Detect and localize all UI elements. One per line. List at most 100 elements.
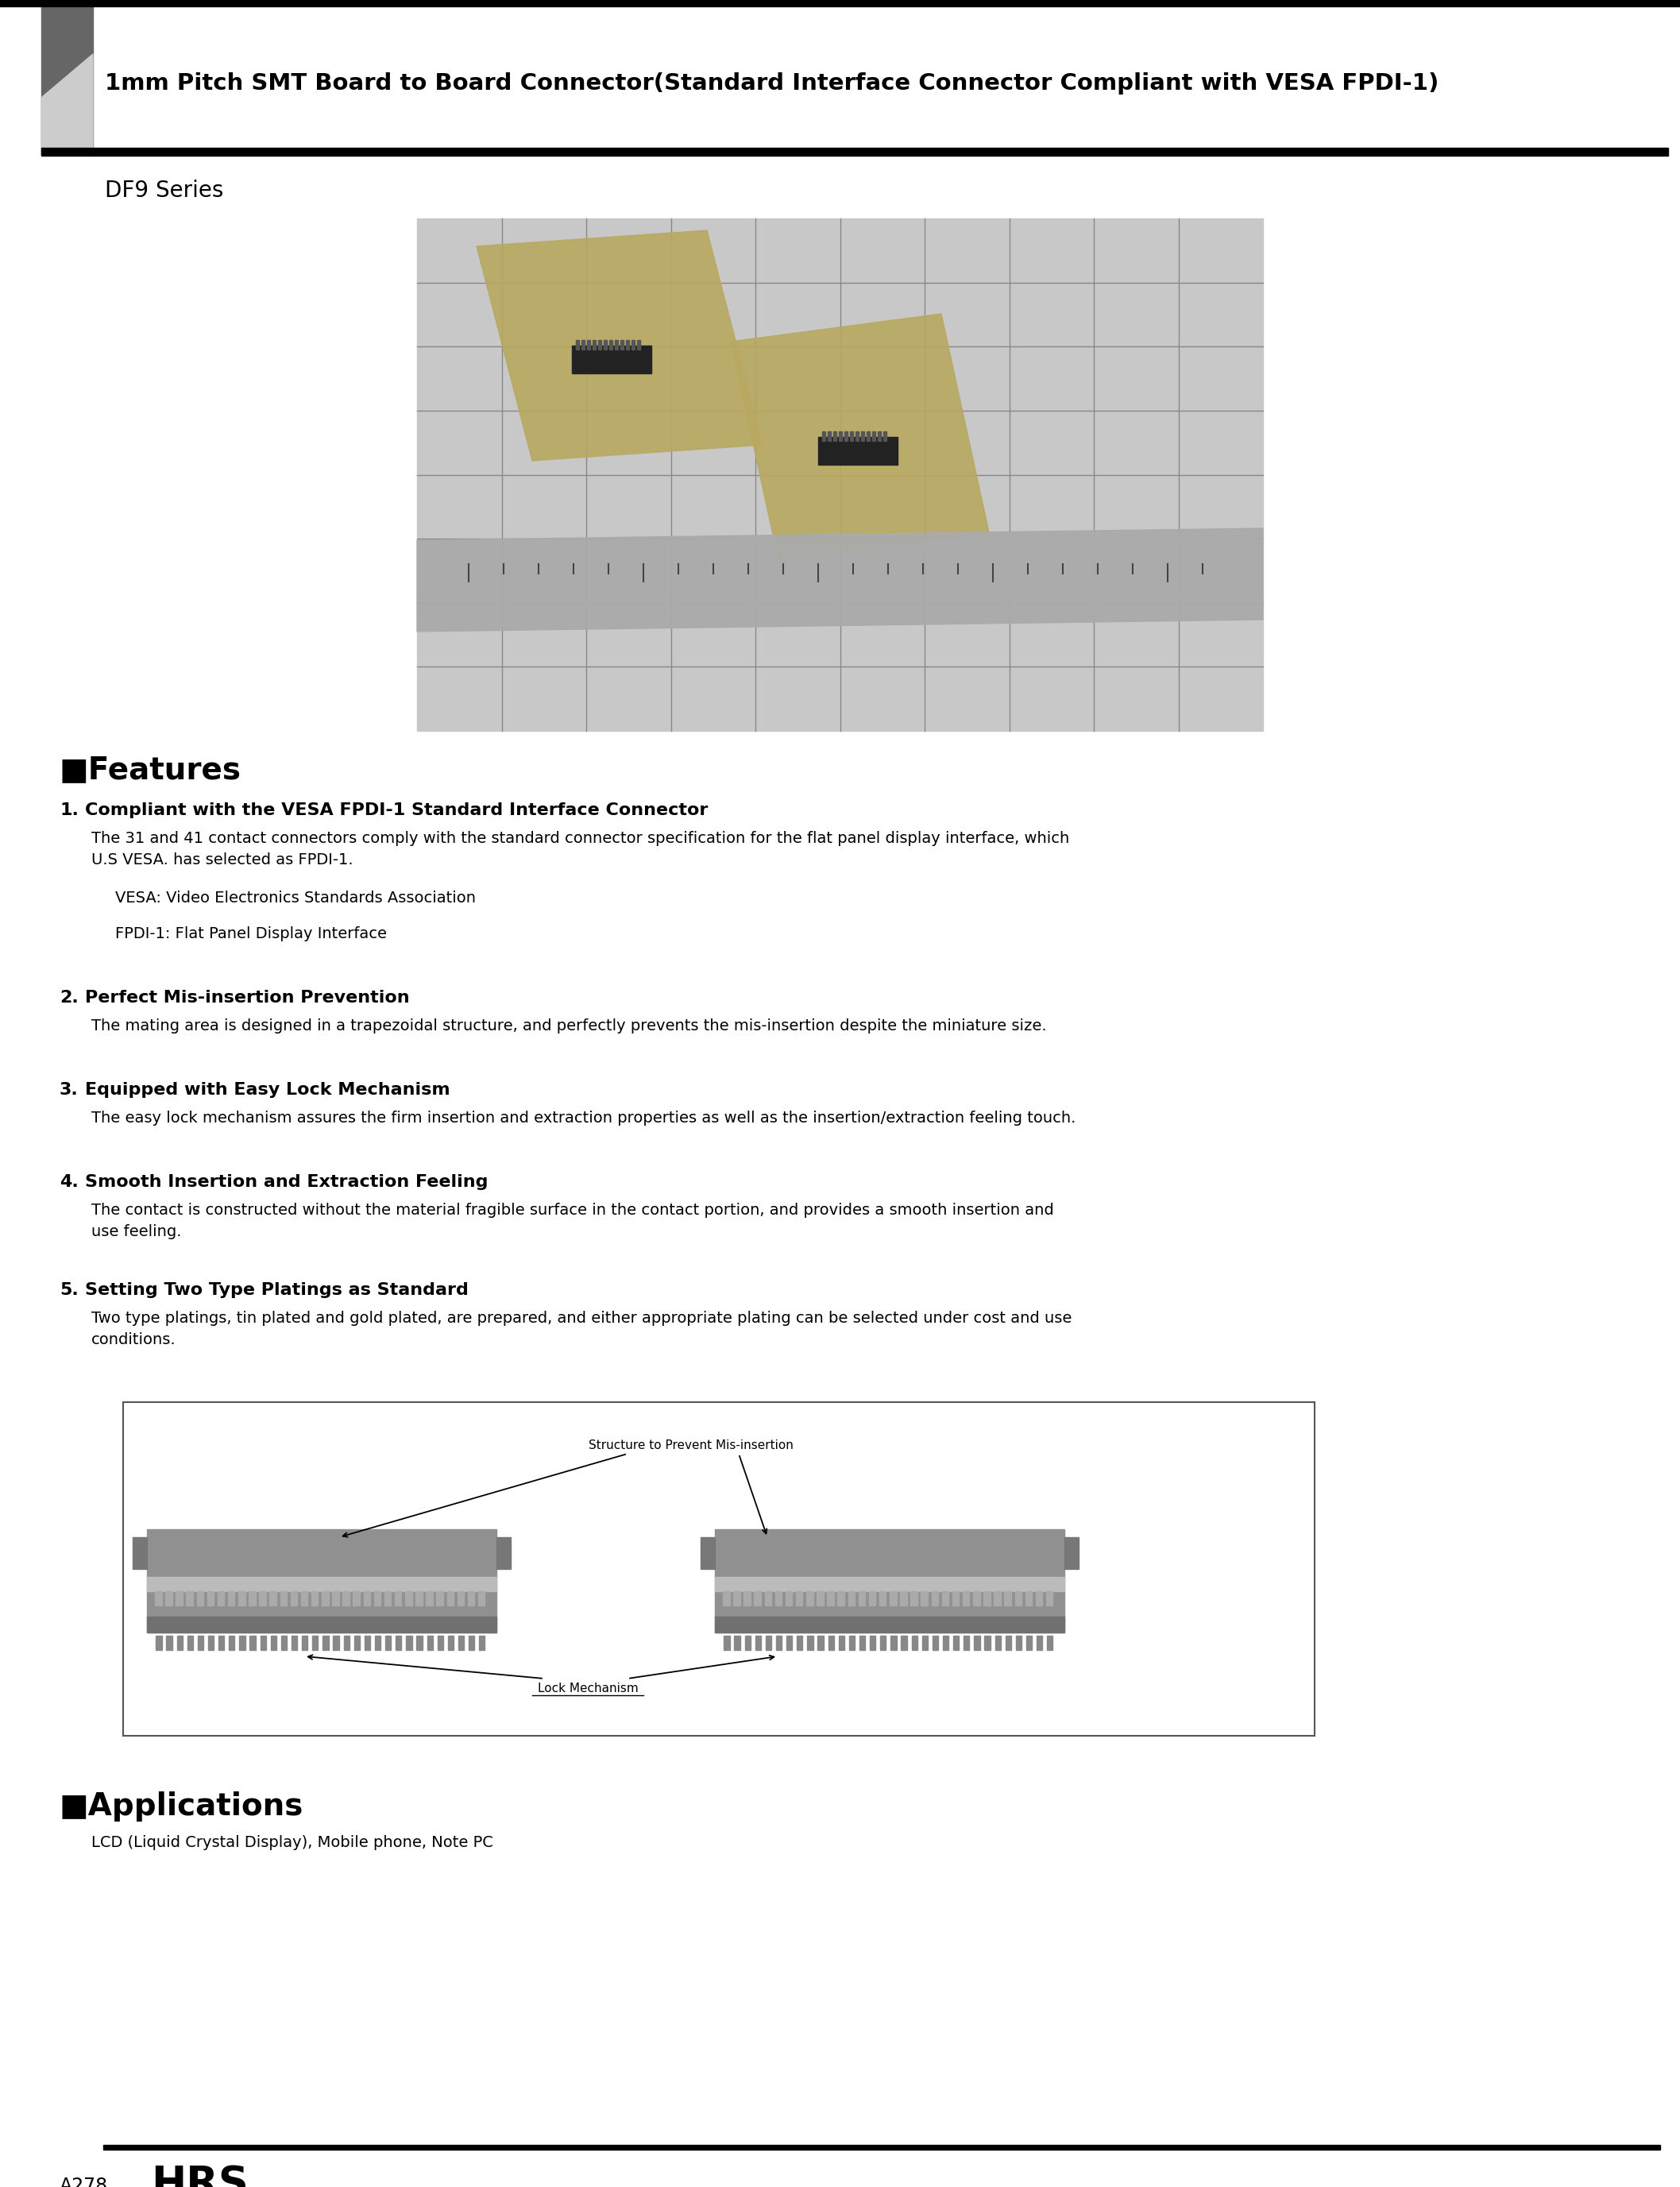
Bar: [269, 1592, 276, 1605]
Bar: [1047, 1636, 1053, 1649]
Bar: [344, 1636, 349, 1649]
Bar: [449, 1636, 454, 1649]
Bar: [415, 1592, 422, 1605]
Bar: [942, 1636, 949, 1649]
Bar: [637, 339, 640, 350]
Bar: [176, 1636, 183, 1649]
Bar: [576, 339, 580, 350]
Bar: [922, 1636, 927, 1649]
Bar: [818, 437, 897, 464]
Bar: [818, 1636, 823, 1649]
Bar: [716, 1529, 1065, 1632]
Text: VESA: Video Electronics Standards Association: VESA: Video Electronics Standards Associ…: [116, 890, 475, 905]
Text: 1mm Pitch SMT Board to Board Connector(Standard Interface Connector Compliant wi: 1mm Pitch SMT Board to Board Connector(S…: [104, 72, 1438, 94]
Bar: [855, 431, 858, 442]
Polygon shape: [731, 313, 990, 560]
Bar: [953, 1592, 959, 1605]
Bar: [953, 1636, 959, 1649]
Bar: [375, 1592, 381, 1605]
Bar: [281, 1636, 287, 1649]
Text: HRS: HRS: [151, 2163, 249, 2187]
Bar: [983, 1592, 990, 1605]
Bar: [42, 7, 92, 155]
Text: The easy lock mechanism assures the firm insertion and extraction properties as : The easy lock mechanism assures the firm…: [91, 1111, 1075, 1126]
Bar: [869, 1592, 875, 1605]
Bar: [396, 1636, 402, 1649]
Bar: [848, 1592, 855, 1605]
Text: LCD (Liquid Crystal Display), Mobile phone, Note PC: LCD (Liquid Crystal Display), Mobile pho…: [91, 1835, 494, 1850]
Bar: [754, 1592, 761, 1605]
Bar: [291, 1592, 297, 1605]
Bar: [921, 1592, 927, 1605]
Bar: [586, 339, 590, 350]
Bar: [884, 431, 887, 442]
Bar: [838, 431, 842, 442]
Bar: [786, 1636, 793, 1649]
Bar: [260, 1636, 265, 1649]
Bar: [995, 1592, 1001, 1605]
Bar: [632, 339, 635, 350]
Bar: [469, 1636, 474, 1649]
Bar: [407, 1636, 412, 1649]
Bar: [375, 1636, 381, 1649]
Bar: [385, 1636, 391, 1649]
Bar: [467, 1592, 474, 1605]
Bar: [166, 1636, 171, 1649]
Text: The mating area is designed in a trapezoidal structure, and perfectly prevents t: The mating area is designed in a trapezo…: [91, 1019, 1047, 1034]
Bar: [302, 1636, 307, 1649]
Bar: [186, 1636, 193, 1649]
Bar: [995, 1636, 1001, 1649]
Bar: [176, 1592, 183, 1605]
Polygon shape: [417, 529, 1263, 632]
Bar: [593, 339, 596, 350]
Bar: [259, 1592, 265, 1605]
Bar: [808, 1636, 813, 1649]
Bar: [417, 219, 1263, 730]
Bar: [848, 1636, 855, 1649]
Bar: [833, 431, 837, 442]
Bar: [354, 1636, 360, 1649]
Bar: [816, 1592, 823, 1605]
Bar: [838, 1636, 845, 1649]
Bar: [734, 1636, 739, 1649]
Bar: [785, 1592, 793, 1605]
Bar: [0, 0, 1680, 7]
Bar: [281, 1592, 287, 1605]
Bar: [186, 1592, 193, 1605]
Bar: [722, 1592, 729, 1605]
Bar: [724, 1636, 729, 1649]
Bar: [447, 1592, 454, 1605]
Bar: [208, 1636, 213, 1649]
Bar: [228, 1592, 235, 1605]
Bar: [207, 1592, 213, 1605]
Bar: [42, 149, 1668, 155]
Text: 4.: 4.: [59, 1174, 79, 1190]
Text: Equipped with Easy Lock Mechanism: Equipped with Easy Lock Mechanism: [86, 1083, 450, 1098]
Bar: [932, 1636, 937, 1649]
Bar: [270, 1636, 276, 1649]
Text: The contact is constructed without the material fragible surface in the contact : The contact is constructed without the m…: [91, 1203, 1053, 1238]
Bar: [228, 1636, 235, 1649]
Bar: [437, 1592, 444, 1605]
Bar: [912, 1636, 917, 1649]
Bar: [427, 1592, 433, 1605]
Bar: [405, 1592, 412, 1605]
Bar: [1015, 1592, 1021, 1605]
Bar: [343, 1592, 349, 1605]
Text: Structure to Prevent Mis-insertion: Structure to Prevent Mis-insertion: [588, 1439, 793, 1452]
Bar: [1037, 1636, 1042, 1649]
Bar: [497, 1537, 511, 1568]
Bar: [796, 1592, 803, 1605]
Bar: [146, 1529, 497, 1632]
Text: Two type platings, tin plated and gold plated, are prepared, and either appropri: Two type platings, tin plated and gold p…: [91, 1310, 1072, 1347]
Bar: [1005, 1636, 1011, 1649]
Bar: [571, 346, 652, 374]
Bar: [627, 339, 628, 350]
Bar: [598, 339, 601, 350]
Bar: [250, 1636, 255, 1649]
Bar: [146, 1577, 497, 1592]
Polygon shape: [477, 230, 763, 461]
Bar: [217, 1592, 223, 1605]
Bar: [766, 1636, 771, 1649]
Bar: [123, 1402, 1315, 1736]
